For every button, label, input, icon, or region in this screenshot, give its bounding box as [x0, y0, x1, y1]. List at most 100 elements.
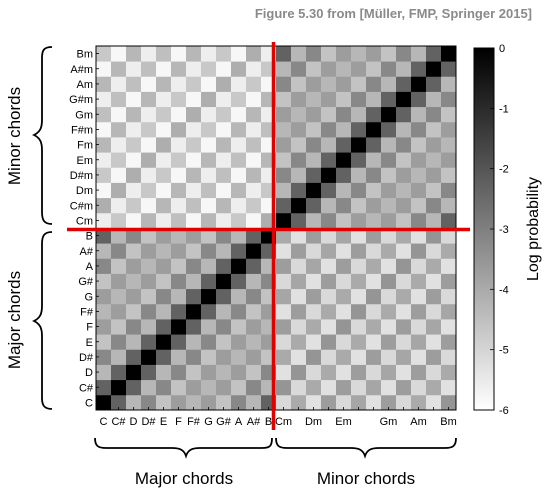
heatmap-cell [411, 243, 427, 259]
heatmap-cell [111, 46, 127, 62]
heatmap-cell [276, 76, 292, 92]
heatmap-cell [396, 121, 412, 138]
heatmap-cell [366, 106, 382, 123]
heatmap-cell [141, 303, 157, 320]
heatmap-cell [96, 319, 112, 335]
y-tick-label: B [86, 231, 93, 243]
heatmap-cell [246, 137, 262, 153]
heatmap-cell [201, 121, 217, 138]
heatmap-cell [246, 197, 262, 214]
heatmap-cell [156, 243, 172, 259]
heatmap-cell [321, 319, 337, 335]
heatmap-cell [366, 349, 382, 365]
heatmap-cell [336, 258, 352, 274]
heatmap-cell [126, 349, 142, 365]
heatmap-cell [231, 91, 247, 108]
heatmap-cell [216, 121, 232, 138]
heatmap-cell [231, 364, 247, 381]
heatmap-cell [306, 258, 322, 274]
heatmap-cell [441, 349, 457, 365]
heatmap-cell [111, 273, 127, 290]
heatmap-cell [411, 61, 427, 77]
heatmap-cell [396, 212, 412, 229]
heatmap-cell [396, 228, 412, 244]
heatmap-cell [201, 197, 217, 214]
heatmap-cell [96, 46, 112, 62]
heatmap-cell [111, 334, 127, 350]
heatmap-cell [201, 106, 217, 123]
heatmap-cell [141, 349, 157, 365]
heatmap-cell [231, 137, 247, 153]
heatmap-cell [156, 61, 172, 77]
heatmap-cell [216, 182, 232, 199]
heatmap-cell [246, 334, 262, 350]
heatmap-cell [291, 61, 307, 77]
heatmap-cell [141, 121, 157, 138]
heatmap-cell [321, 303, 337, 320]
heatmap-cell [381, 46, 397, 62]
heatmap-cell [321, 258, 337, 274]
heatmap-cell [201, 364, 217, 381]
heatmap-cell [156, 182, 172, 199]
heatmap-cell [156, 334, 172, 350]
heatmap-cell [246, 46, 262, 62]
heatmap-cell [411, 273, 427, 290]
heatmap-cell [216, 334, 232, 350]
colorbar-tick-label: -4 [499, 284, 509, 296]
heatmap-cell [126, 364, 142, 381]
heatmap-cell [426, 379, 442, 396]
y-tick-label: Dm [76, 185, 93, 197]
heatmap-cell [126, 379, 142, 396]
heatmap-cell [96, 121, 112, 138]
heatmap-cell [126, 61, 142, 77]
heatmap-cell [111, 76, 127, 92]
heatmap-cell [411, 379, 427, 396]
heatmap-cell [171, 76, 187, 92]
heatmap-cell [321, 152, 337, 168]
heatmap-cell [276, 167, 292, 183]
heatmap-cell [426, 152, 442, 168]
heatmap-cell [156, 228, 172, 244]
heatmap-cell [381, 334, 397, 350]
heatmap-cell [411, 258, 427, 274]
heatmap-cell [441, 152, 457, 168]
heatmap-cell [306, 288, 322, 305]
heatmap-cell [96, 303, 112, 320]
heatmap-cell [336, 228, 352, 244]
heatmap-cell [276, 197, 292, 214]
heatmap-cell [411, 76, 427, 92]
heatmap-cell [336, 197, 352, 214]
heatmap-cell [336, 349, 352, 365]
heatmap-cell [366, 197, 382, 214]
heatmap-cell [426, 167, 442, 183]
heatmap-cell [396, 46, 412, 62]
heatmap-cell [396, 303, 412, 320]
heatmap-cell [336, 212, 352, 229]
y-tick-label: G# [78, 276, 94, 288]
heatmap-cell [291, 334, 307, 350]
heatmap-cell [321, 46, 337, 62]
heatmap-cell [96, 137, 112, 153]
heatmap-cell [321, 349, 337, 365]
x-tick-label: Cm [275, 416, 292, 428]
heatmap-cell [276, 91, 292, 108]
heatmap-cell [126, 273, 142, 290]
heatmap-cell [366, 167, 382, 183]
heatmap-cell [111, 91, 127, 108]
heatmap-cell [366, 46, 382, 62]
heatmap-cell [231, 394, 247, 411]
heatmap-cell [141, 258, 157, 274]
heatmap-cell [441, 364, 457, 381]
heatmap-cell [321, 364, 337, 381]
heatmap-cell [156, 91, 172, 108]
heatmap-cell [441, 334, 457, 350]
heatmap-cell [231, 106, 247, 123]
heatmap-cell [231, 258, 247, 274]
heatmap-cell [381, 319, 397, 335]
heatmap-cell [201, 76, 217, 92]
heatmap-cell [186, 137, 202, 153]
heatmap-cell [441, 394, 457, 411]
heatmap-cell [306, 319, 322, 335]
minor-chords-bottom-brace [275, 437, 457, 459]
heatmap-cell [291, 152, 307, 168]
